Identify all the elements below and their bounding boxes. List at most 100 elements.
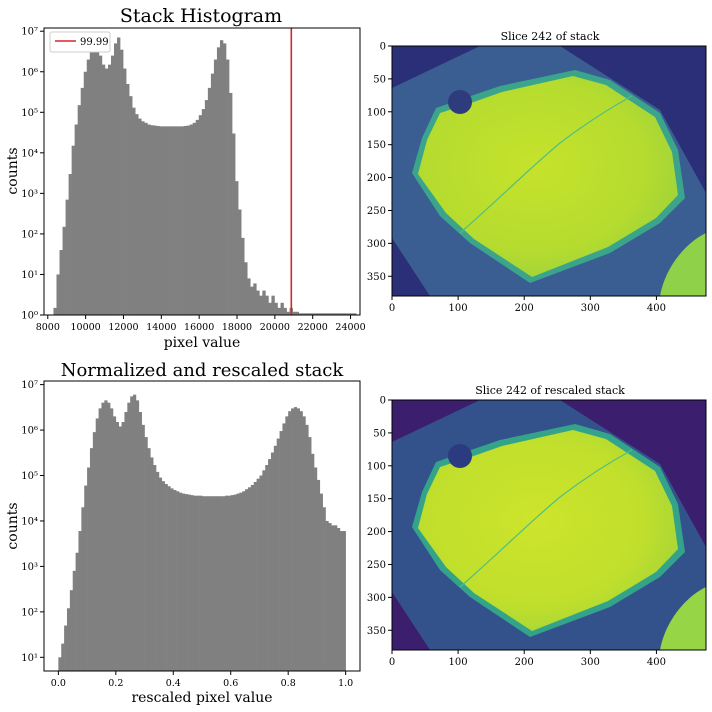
histogram-bar — [68, 174, 72, 315]
histogram-bar — [167, 486, 171, 671]
lower-right-crystal — [660, 233, 706, 296]
histogram-bar — [213, 59, 218, 315]
histogram-bar — [98, 408, 102, 671]
histogram-bar — [259, 295, 263, 315]
image-frame — [391, 399, 707, 651]
histogram-bar — [53, 307, 57, 315]
chart-title: Slice 242 of stack — [501, 30, 600, 43]
histogram-bar — [262, 290, 266, 315]
x-tick-label: 8000 — [36, 322, 60, 333]
y-tick-label: 350 — [367, 272, 386, 283]
histogram-bar — [171, 126, 175, 315]
stack-histogram-chart: Stack Histogram 8000 10000 12000 14000 16000… — [5, 5, 366, 351]
y-axis-ticks: 0 50 100 150 200 250 300 350 — [367, 396, 392, 637]
histogram-bar — [314, 467, 318, 671]
histogram-bar — [117, 37, 121, 316]
histogram-bar — [176, 491, 180, 671]
histogram-bar — [239, 492, 243, 671]
x-tick-label: 10000 — [71, 322, 101, 333]
histogram-bar — [124, 411, 128, 671]
x-tick-label: 300 — [581, 303, 600, 314]
histogram-bar — [353, 313, 357, 315]
histogram-bar — [325, 520, 329, 671]
histogram-bar — [65, 199, 69, 315]
histogram-bar — [110, 408, 114, 671]
crystal-region — [418, 430, 678, 631]
histogram-bar — [193, 495, 197, 671]
x-tick-label: 0.8 — [281, 678, 296, 689]
histogram-bar — [121, 422, 125, 671]
histogram-bar — [112, 416, 117, 671]
x-tick-label: 200 — [515, 657, 534, 668]
histogram-bar — [87, 467, 91, 671]
histogram-bar — [247, 278, 251, 315]
y-tick-label: 10⁵ — [21, 471, 38, 482]
histogram-bars — [58, 394, 346, 671]
y-tick-label: 10³ — [21, 189, 38, 200]
histogram-bar — [177, 126, 181, 315]
histogram-bar — [322, 507, 326, 671]
histogram-bar — [311, 453, 315, 671]
histogram-bar — [150, 457, 154, 671]
histogram-bar — [58, 657, 62, 671]
x-tick-label: 0 — [389, 303, 395, 314]
histogram-bar — [95, 49, 100, 315]
histogram-bar — [242, 491, 246, 671]
histogram-bar — [81, 507, 85, 671]
histogram-bar — [86, 59, 91, 315]
histogram-bar — [56, 274, 60, 315]
histogram-bar — [277, 307, 281, 315]
histogram-bar — [104, 400, 108, 671]
histogram-bar — [265, 295, 269, 315]
y-tick-label: 10³ — [21, 562, 38, 573]
histogram-bar — [295, 311, 299, 315]
lower-right-crystal — [660, 587, 706, 650]
histogram-bar — [101, 64, 106, 315]
histogram-bar — [308, 437, 312, 671]
x-tick-label: 24000 — [335, 322, 365, 333]
histogram-bar — [292, 311, 296, 315]
legend: 99.99 — [49, 31, 111, 53]
y-tick-label: 350 — [367, 626, 386, 637]
histogram-bar — [138, 411, 142, 671]
histogram-bar — [293, 407, 298, 671]
fracture-line — [459, 449, 633, 588]
x-axis-label: rescaled pixel value — [131, 690, 272, 706]
y-tick-label: 0 — [380, 42, 386, 53]
histogram-bar — [101, 402, 105, 671]
y-tick-label: 150 — [367, 494, 386, 505]
histogram-bar — [350, 313, 354, 315]
x-tick-label: 12000 — [108, 322, 138, 333]
histogram-bars — [53, 37, 357, 316]
histogram-bar — [337, 528, 341, 671]
y-tick-label: 300 — [367, 239, 386, 250]
histogram-bar — [138, 118, 142, 315]
histogram-bar — [179, 492, 183, 671]
x-tick-label: 1.0 — [338, 678, 353, 689]
histogram-bar — [232, 133, 236, 315]
histogram-bar — [298, 313, 303, 315]
histogram-bar — [98, 55, 103, 316]
histogram-bar — [92, 432, 97, 671]
y-tick-label: 10⁴ — [21, 516, 38, 527]
histogram-bar — [187, 494, 191, 671]
x-tick-label: 22000 — [298, 322, 328, 333]
y-tick-label: 10² — [21, 229, 38, 240]
histogram-bar — [147, 124, 151, 315]
plot-frame — [43, 27, 361, 316]
histogram-bar — [268, 459, 272, 671]
histogram-bar — [332, 313, 336, 315]
y-axis-ticks: 10¹ 10² 10³ 10⁴ 10⁵ 10⁶ 10⁷ — [21, 380, 44, 664]
y-tick-label: 10¹ — [21, 270, 38, 281]
y-axis-ticks: 10⁰ 10¹ 10² 10³ 10⁴ 10⁵ 10⁶ 10⁷ — [21, 27, 44, 322]
histogram-bar — [115, 422, 119, 671]
histogram-bar — [89, 448, 94, 671]
histogram-bar — [164, 484, 168, 671]
histogram-bar — [328, 313, 333, 315]
histogram-bar — [245, 489, 249, 671]
x-axis-ticks: 0.0 0.2 0.4 0.6 0.8 1.0 — [51, 671, 353, 689]
histogram-bar — [135, 114, 139, 316]
histogram-bar — [338, 313, 342, 315]
histogram-bar — [156, 125, 160, 315]
y-tick-label: 10⁵ — [21, 108, 38, 119]
